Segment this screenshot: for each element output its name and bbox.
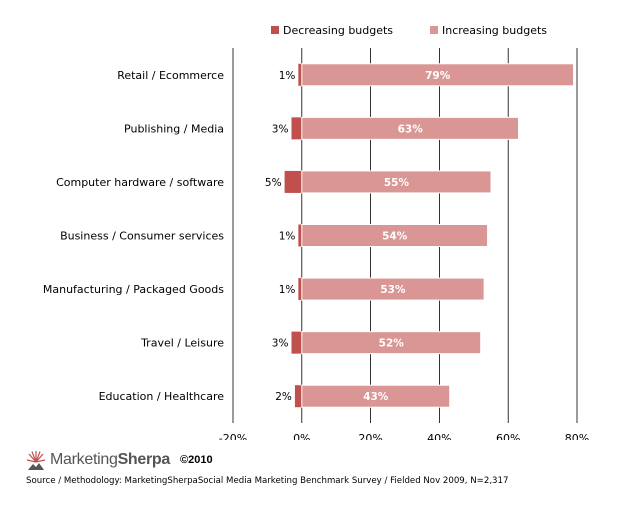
data-label-decreasing: 1% (279, 231, 296, 243)
data-label-increasing: 55% (384, 177, 410, 189)
labels: Retail / Ecommerce 1% 79% Publishing / Medi… (43, 69, 451, 403)
category-label: Computer hardware / software (56, 176, 224, 189)
x-tick-label: -20% (219, 432, 247, 440)
bars (284, 63, 575, 408)
bar-decreasing (298, 224, 302, 247)
x-tick-label: 60% (496, 432, 520, 440)
data-label-increasing: 43% (363, 391, 389, 403)
bar-increasing (301, 331, 482, 355)
footer: Marketing Sherpa ©2010 Source / Methodolo… (26, 446, 616, 486)
data-label-increasing: 79% (425, 70, 451, 82)
bar-increasing (301, 63, 575, 87)
legend-swatch (271, 26, 279, 34)
x-tick-label: 20% (358, 432, 382, 440)
copyright-notice: ©2010 (180, 454, 213, 466)
bar-increasing (301, 277, 485, 301)
source-note: Source / Methodology: MarketingSherpaSoc… (26, 476, 509, 486)
bar-chart: Decreasing budgets Increasing budgets Ret… (43, 24, 589, 440)
x-axis: -20% 0% 20% 40% 60% 80% (219, 432, 589, 440)
data-label-increasing: 63% (398, 123, 424, 135)
logo-text-sherpa: Sherpa (117, 451, 171, 468)
bar-increasing (301, 384, 451, 408)
data-label-increasing: 54% (382, 231, 408, 243)
bar-decreasing (298, 63, 302, 86)
data-label-decreasing: 3% (272, 123, 289, 135)
category-label: Publishing / Media (124, 122, 224, 135)
category-label: Travel / Leisure (140, 337, 224, 350)
category-label: Manufacturing / Packaged Goods (43, 283, 224, 296)
bar-decreasing (298, 278, 302, 301)
x-tick-label: 80% (565, 432, 589, 440)
category-label: Education / Healthcare (99, 390, 225, 403)
data-label-decreasing: 5% (265, 177, 282, 189)
data-label-decreasing: 3% (272, 338, 289, 350)
legend-label: Increasing budgets (442, 24, 547, 37)
logo-text-marketing: Marketing (50, 451, 118, 468)
legend-label: Decreasing budgets (283, 24, 393, 37)
bar-decreasing (291, 331, 302, 354)
chart-legend: Decreasing budgets Increasing budgets (271, 24, 547, 37)
data-label-increasing: 52% (379, 338, 405, 350)
data-label-increasing: 53% (380, 284, 406, 296)
x-tick-label: 0% (293, 432, 310, 440)
category-label: Business / Consumer services (60, 230, 224, 243)
data-label-decreasing: 2% (275, 391, 292, 403)
data-label-decreasing: 1% (279, 70, 296, 82)
bar-increasing (301, 170, 492, 194)
bar-decreasing (294, 385, 302, 408)
data-label-decreasing: 1% (279, 284, 296, 296)
sunburst-icon (26, 451, 46, 470)
category-label: Retail / Ecommerce (117, 69, 224, 82)
marketingsherpa-logo: Marketing Sherpa ©2010 (26, 446, 616, 474)
bar-decreasing (291, 117, 302, 140)
x-tick-label: 40% (427, 432, 451, 440)
legend-swatch (430, 26, 438, 34)
bar-increasing (301, 116, 520, 140)
bar-decreasing (284, 170, 302, 193)
bar-increasing (301, 224, 489, 247)
